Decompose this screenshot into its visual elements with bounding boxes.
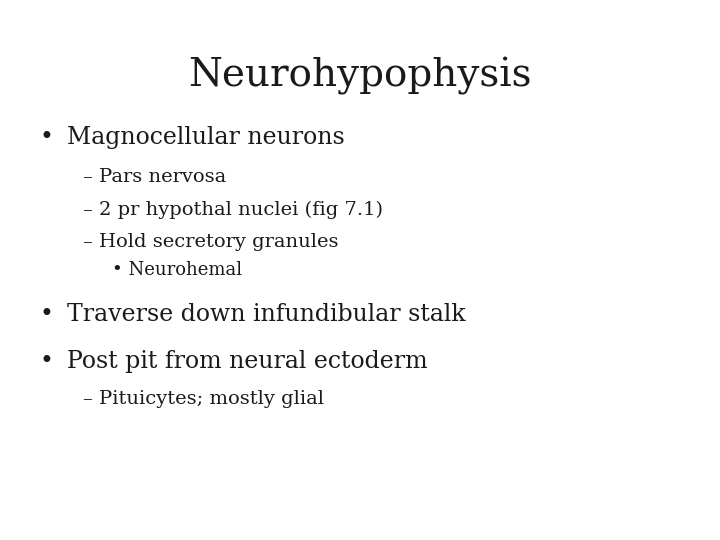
Text: – 2 pr hypothal nuclei (fig 7.1): – 2 pr hypothal nuclei (fig 7.1) [83, 200, 383, 219]
Text: •: • [40, 303, 53, 326]
Text: Traverse down infundibular stalk: Traverse down infundibular stalk [67, 303, 466, 326]
Text: •: • [40, 350, 53, 373]
Text: Magnocellular neurons: Magnocellular neurons [67, 126, 345, 149]
Text: – Pituicytes; mostly glial: – Pituicytes; mostly glial [83, 389, 324, 408]
Text: • Neurohemal: • Neurohemal [112, 261, 242, 279]
Text: – Hold secretory granules: – Hold secretory granules [83, 233, 338, 251]
Text: •: • [40, 126, 53, 149]
Text: – Pars nervosa: – Pars nervosa [83, 168, 226, 186]
Text: Post pit from neural ectoderm: Post pit from neural ectoderm [67, 350, 428, 373]
Text: Neurohypophysis: Neurohypophysis [188, 57, 532, 94]
